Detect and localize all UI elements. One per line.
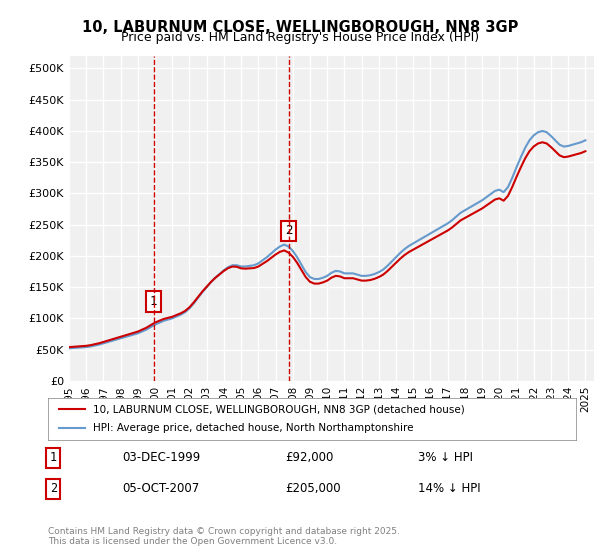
Text: HPI: Average price, detached house, North Northamptonshire: HPI: Average price, detached house, Nort… [93, 423, 413, 433]
Text: 2: 2 [285, 225, 292, 237]
Text: £92,000: £92,000 [286, 451, 334, 464]
Text: 14% ↓ HPI: 14% ↓ HPI [418, 482, 480, 495]
Text: £205,000: £205,000 [286, 482, 341, 495]
Text: 1: 1 [150, 295, 157, 308]
Text: 10, LABURNUM CLOSE, WELLINGBOROUGH, NN8 3GP (detached house): 10, LABURNUM CLOSE, WELLINGBOROUGH, NN8 … [93, 404, 464, 414]
Text: 05-OCT-2007: 05-OCT-2007 [122, 482, 199, 495]
Text: 10, LABURNUM CLOSE, WELLINGBOROUGH, NN8 3GP: 10, LABURNUM CLOSE, WELLINGBOROUGH, NN8 … [82, 20, 518, 35]
Text: 3% ↓ HPI: 3% ↓ HPI [418, 451, 473, 464]
Text: Price paid vs. HM Land Registry's House Price Index (HPI): Price paid vs. HM Land Registry's House … [121, 31, 479, 44]
Text: 1: 1 [50, 451, 57, 464]
Text: 2: 2 [50, 482, 57, 495]
Text: Contains HM Land Registry data © Crown copyright and database right 2025.
This d: Contains HM Land Registry data © Crown c… [48, 526, 400, 546]
Text: 03-DEC-1999: 03-DEC-1999 [122, 451, 200, 464]
